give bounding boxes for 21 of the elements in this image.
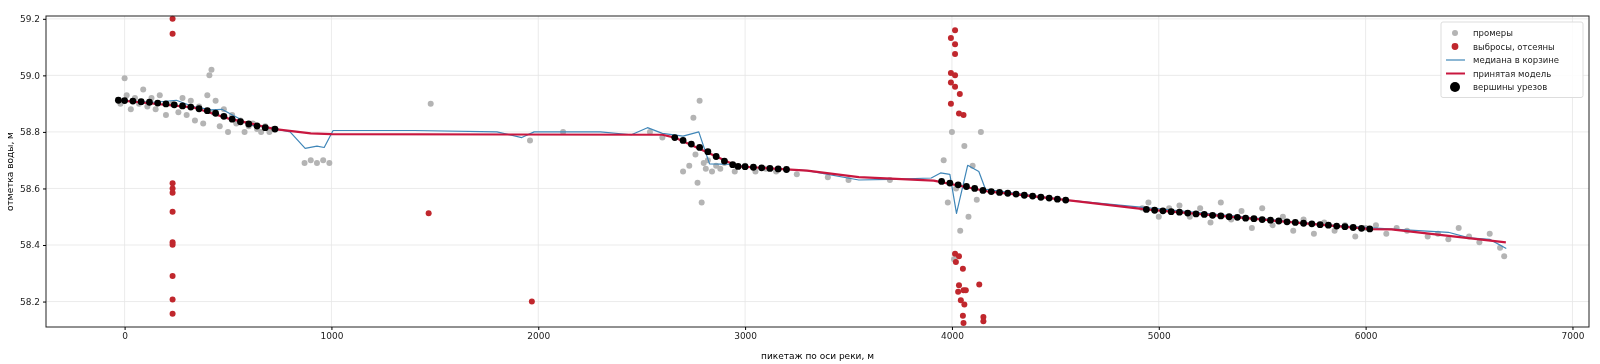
y-tick-label: 58.6 [19, 183, 41, 194]
x-tick-label: 0 [122, 331, 129, 342]
y-tick-label: 59.0 [19, 70, 41, 81]
y-axis-title: отметка воды, м [5, 132, 15, 211]
legend-label: вершины урезов [1473, 82, 1548, 92]
legend-label: принятая модель [1473, 68, 1552, 79]
x-tick-label: 7000 [1561, 331, 1585, 342]
legend-label: медиана в корзине [1473, 55, 1559, 65]
y-tick-label: 58.8 [19, 127, 41, 138]
y-tick-label: 58.2 [19, 296, 40, 307]
x-tick-label: 1000 [320, 331, 344, 342]
y-tick-label: 59.2 [19, 14, 40, 25]
legend-label: промеры [1473, 28, 1513, 38]
x-tick-label: 2000 [527, 331, 551, 342]
x-tick-label: 5000 [1147, 331, 1172, 342]
x-tick-label: 4000 [940, 331, 965, 342]
x-axis-title: пикетаж по оси реки, м [761, 351, 874, 361]
x-tick-label: 6000 [1354, 331, 1378, 342]
legend-label: выбросы, отсеяны [1473, 41, 1555, 52]
y-tick-label: 58.4 [19, 240, 41, 251]
x-tick-label: 3000 [734, 331, 758, 342]
